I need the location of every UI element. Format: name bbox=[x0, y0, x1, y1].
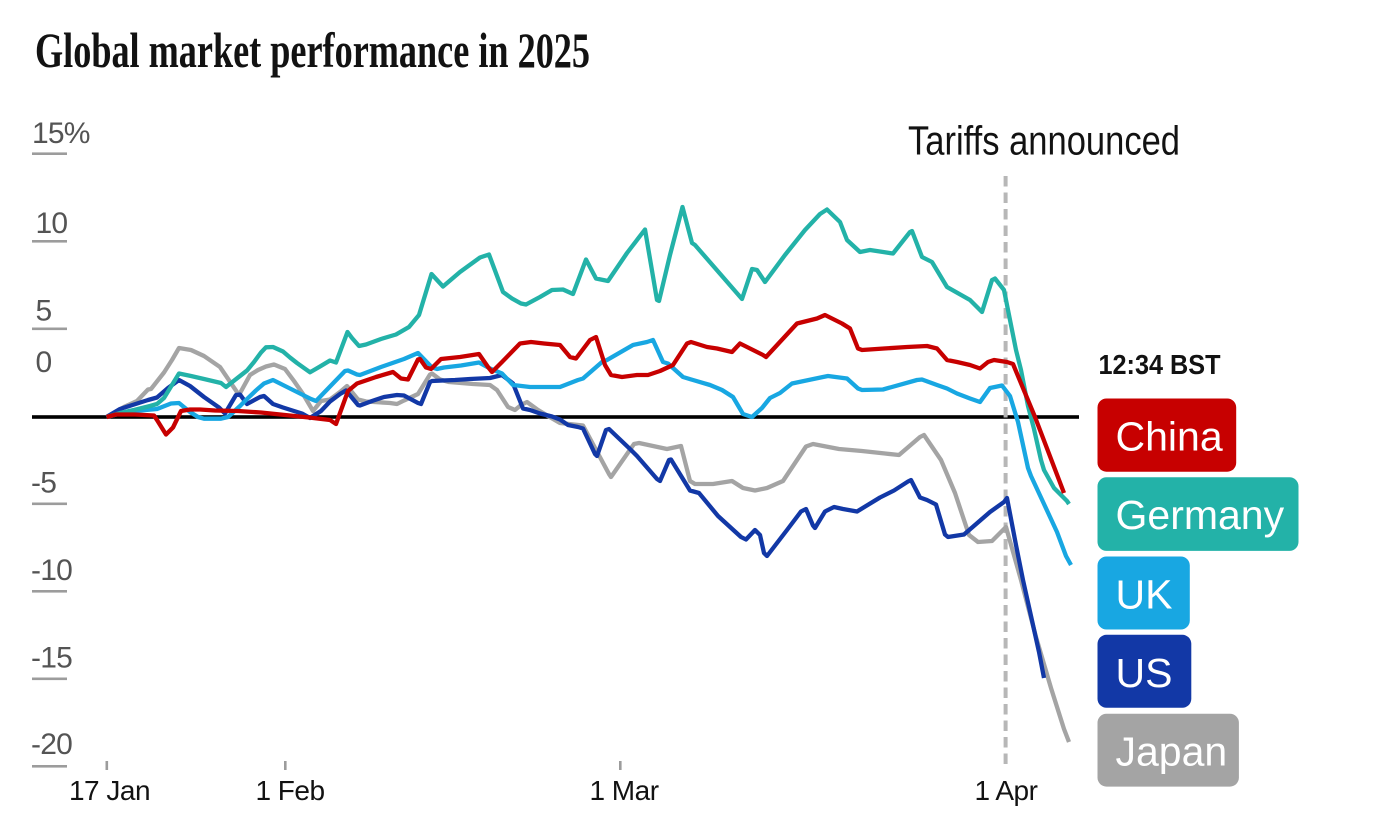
svg-text:1 Apr: 1 Apr bbox=[975, 775, 1038, 806]
svg-text:10: 10 bbox=[36, 207, 68, 240]
svg-text:-15: -15 bbox=[31, 642, 72, 675]
svg-text:Global market performance in 2: Global market performance in 2025 bbox=[35, 22, 590, 78]
svg-text:1 Mar: 1 Mar bbox=[589, 775, 658, 806]
svg-text:-20: -20 bbox=[31, 728, 72, 761]
svg-text:UK: UK bbox=[1116, 572, 1173, 618]
svg-text:Germany: Germany bbox=[1116, 492, 1285, 538]
svg-text:15%: 15% bbox=[32, 117, 90, 150]
svg-text:0: 0 bbox=[36, 346, 52, 379]
svg-text:1 Feb: 1 Feb bbox=[255, 775, 324, 806]
svg-text:12:34 BST: 12:34 BST bbox=[1099, 349, 1221, 380]
svg-text:Tariffs announced: Tariffs announced bbox=[908, 117, 1180, 163]
svg-text:China: China bbox=[1116, 414, 1223, 460]
svg-text:-5: -5 bbox=[31, 467, 56, 500]
svg-text:US: US bbox=[1116, 650, 1173, 696]
svg-text:17 Jan: 17 Jan bbox=[69, 775, 150, 806]
svg-text:-10: -10 bbox=[31, 554, 72, 587]
svg-text:5: 5 bbox=[36, 295, 52, 328]
svg-text:Japan: Japan bbox=[1116, 729, 1228, 775]
